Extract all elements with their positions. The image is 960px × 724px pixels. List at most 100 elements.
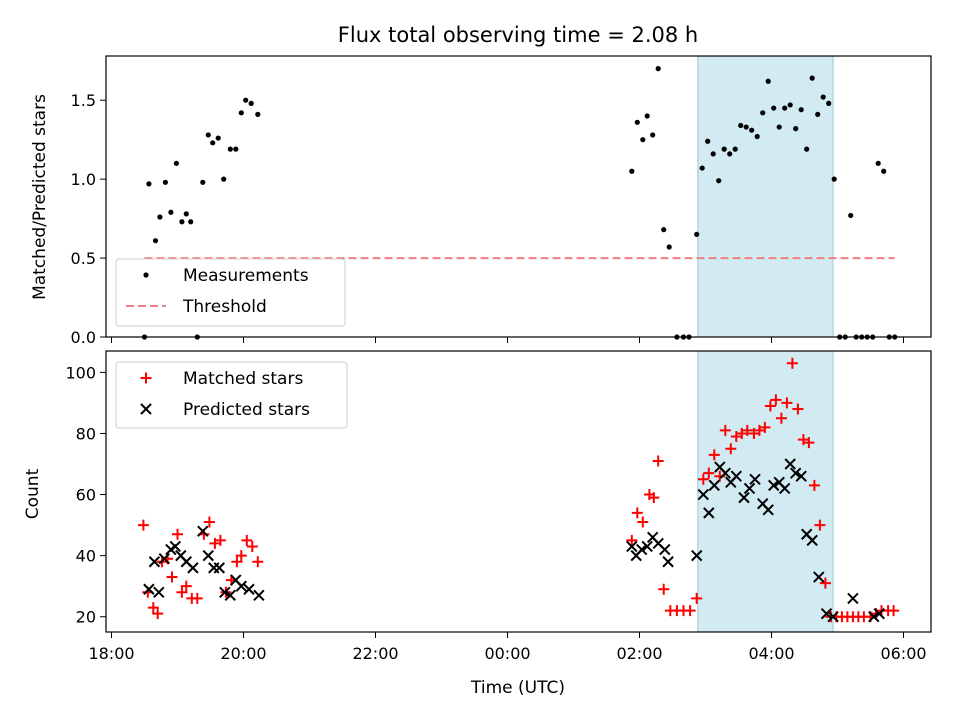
predicted-stars-point xyxy=(626,540,638,553)
bottom-y-tick-label: 80 xyxy=(76,424,96,443)
measurement-point xyxy=(754,133,760,140)
top-legend: Measurements Threshold xyxy=(115,258,346,327)
measurement-point xyxy=(634,119,640,125)
bottom-axes-frame xyxy=(105,350,932,633)
matched-stars-point xyxy=(180,580,192,592)
predicted-stars-point xyxy=(743,482,756,495)
bottom-y-tick-label: 20 xyxy=(76,608,96,627)
predicted-stars-point xyxy=(243,583,255,595)
matched-stars-point xyxy=(741,424,753,436)
measurement-point xyxy=(661,227,667,233)
measurement-point xyxy=(162,179,168,185)
legend-label: Matched stars xyxy=(183,369,303,389)
top-y-tick-label: 1.0 xyxy=(71,170,96,189)
bottom-y-axis-label: Count xyxy=(23,468,43,519)
measurement-point xyxy=(146,181,152,187)
measurement-point xyxy=(238,110,244,116)
matched-stars-point xyxy=(626,534,638,546)
matched-stars-point xyxy=(684,605,696,617)
measurement-point xyxy=(716,178,722,184)
matched-stars-point xyxy=(808,479,820,491)
measurement-point xyxy=(881,168,887,174)
measurement-point xyxy=(200,179,206,185)
measurement-point xyxy=(629,168,635,174)
bottom-x-tick-label: 04:00 xyxy=(748,644,794,663)
matched-stars-point xyxy=(631,507,643,519)
measurement-point xyxy=(205,132,211,138)
measurement-point xyxy=(255,111,261,118)
legend-label: Measurements xyxy=(183,266,309,286)
matched-stars-point xyxy=(781,397,793,409)
matched-stars-point xyxy=(648,492,660,504)
measurement-point xyxy=(694,231,700,237)
matched-stars-point xyxy=(697,473,709,485)
predicted-stars-point xyxy=(868,611,880,623)
measurement-point xyxy=(227,146,233,152)
matched-stars-point xyxy=(241,534,253,546)
predicted-stars-point xyxy=(169,540,182,553)
measurement-point xyxy=(666,244,672,250)
matched-stars-point xyxy=(176,586,188,598)
predicted-stars-point xyxy=(738,491,750,504)
matched-stars-point xyxy=(814,519,826,531)
measurement-point xyxy=(157,214,163,220)
legend-label: Threshold xyxy=(182,297,267,317)
measurement-point xyxy=(721,146,727,152)
measurement-point xyxy=(771,105,777,111)
measurement-point xyxy=(804,146,810,152)
matched-stars-point xyxy=(792,403,804,415)
measurement-point xyxy=(179,219,185,225)
measurement-point xyxy=(210,140,216,146)
bottom-y-tick-label: 60 xyxy=(76,486,96,505)
measurement-point xyxy=(793,126,799,132)
matched-stars-point xyxy=(147,602,159,614)
predicted-stars-point xyxy=(827,611,839,623)
matched-stars-point xyxy=(888,605,900,617)
legend-predicted-marker xyxy=(140,403,152,415)
matched-stars-point xyxy=(708,449,720,461)
predicted-stars-point xyxy=(795,470,807,482)
matched-stars-point xyxy=(658,583,670,595)
bottom-highlight-span xyxy=(697,350,834,633)
measurement-point xyxy=(848,212,854,219)
measurement-point xyxy=(760,110,766,116)
top-y-tick-label: 0.5 xyxy=(71,249,96,268)
measurement-point xyxy=(650,132,656,138)
measurement-point xyxy=(243,97,249,103)
measurement-point xyxy=(787,102,793,108)
matched-stars-point xyxy=(152,608,164,620)
predicted-stars-point xyxy=(806,534,818,547)
predicted-stars-point xyxy=(208,562,220,574)
matched-stars-point xyxy=(235,550,247,562)
matched-stars-point xyxy=(819,577,831,589)
measurement-point xyxy=(798,107,804,113)
matched-stars-point xyxy=(759,421,771,433)
measurement-point xyxy=(705,138,711,144)
bottom-legend: Matched stars Predicted stars xyxy=(115,361,348,429)
measurement-point xyxy=(152,238,159,244)
predicted-stars-point xyxy=(253,589,265,602)
measurement-point xyxy=(248,100,254,106)
matched-stars-point xyxy=(803,437,815,449)
predicted-stars-point xyxy=(708,479,721,492)
predicted-stars-point xyxy=(767,479,780,492)
predicted-stars-point xyxy=(224,589,237,602)
measurement-point xyxy=(168,209,174,215)
top-highlight-span xyxy=(697,55,834,338)
matched-stars-point xyxy=(191,592,203,604)
measurement-point xyxy=(765,78,771,84)
matched-stars-point xyxy=(203,516,215,528)
predicted-stars-point xyxy=(873,607,886,620)
matched-stars-point xyxy=(703,467,715,479)
predicted-stars-point xyxy=(847,592,859,605)
predicted-stars-point xyxy=(820,607,833,620)
predicted-stars-point xyxy=(235,580,248,592)
predicted-stars-point xyxy=(635,543,648,556)
top-y-tick-label: 0.0 xyxy=(71,328,96,347)
bottom-y-tick-label: 100 xyxy=(65,363,96,382)
measurement-point xyxy=(776,124,782,130)
legend-measurements-marker xyxy=(143,272,149,278)
bottom-y-tick-label: 40 xyxy=(76,547,96,566)
measurement-point xyxy=(183,211,189,217)
